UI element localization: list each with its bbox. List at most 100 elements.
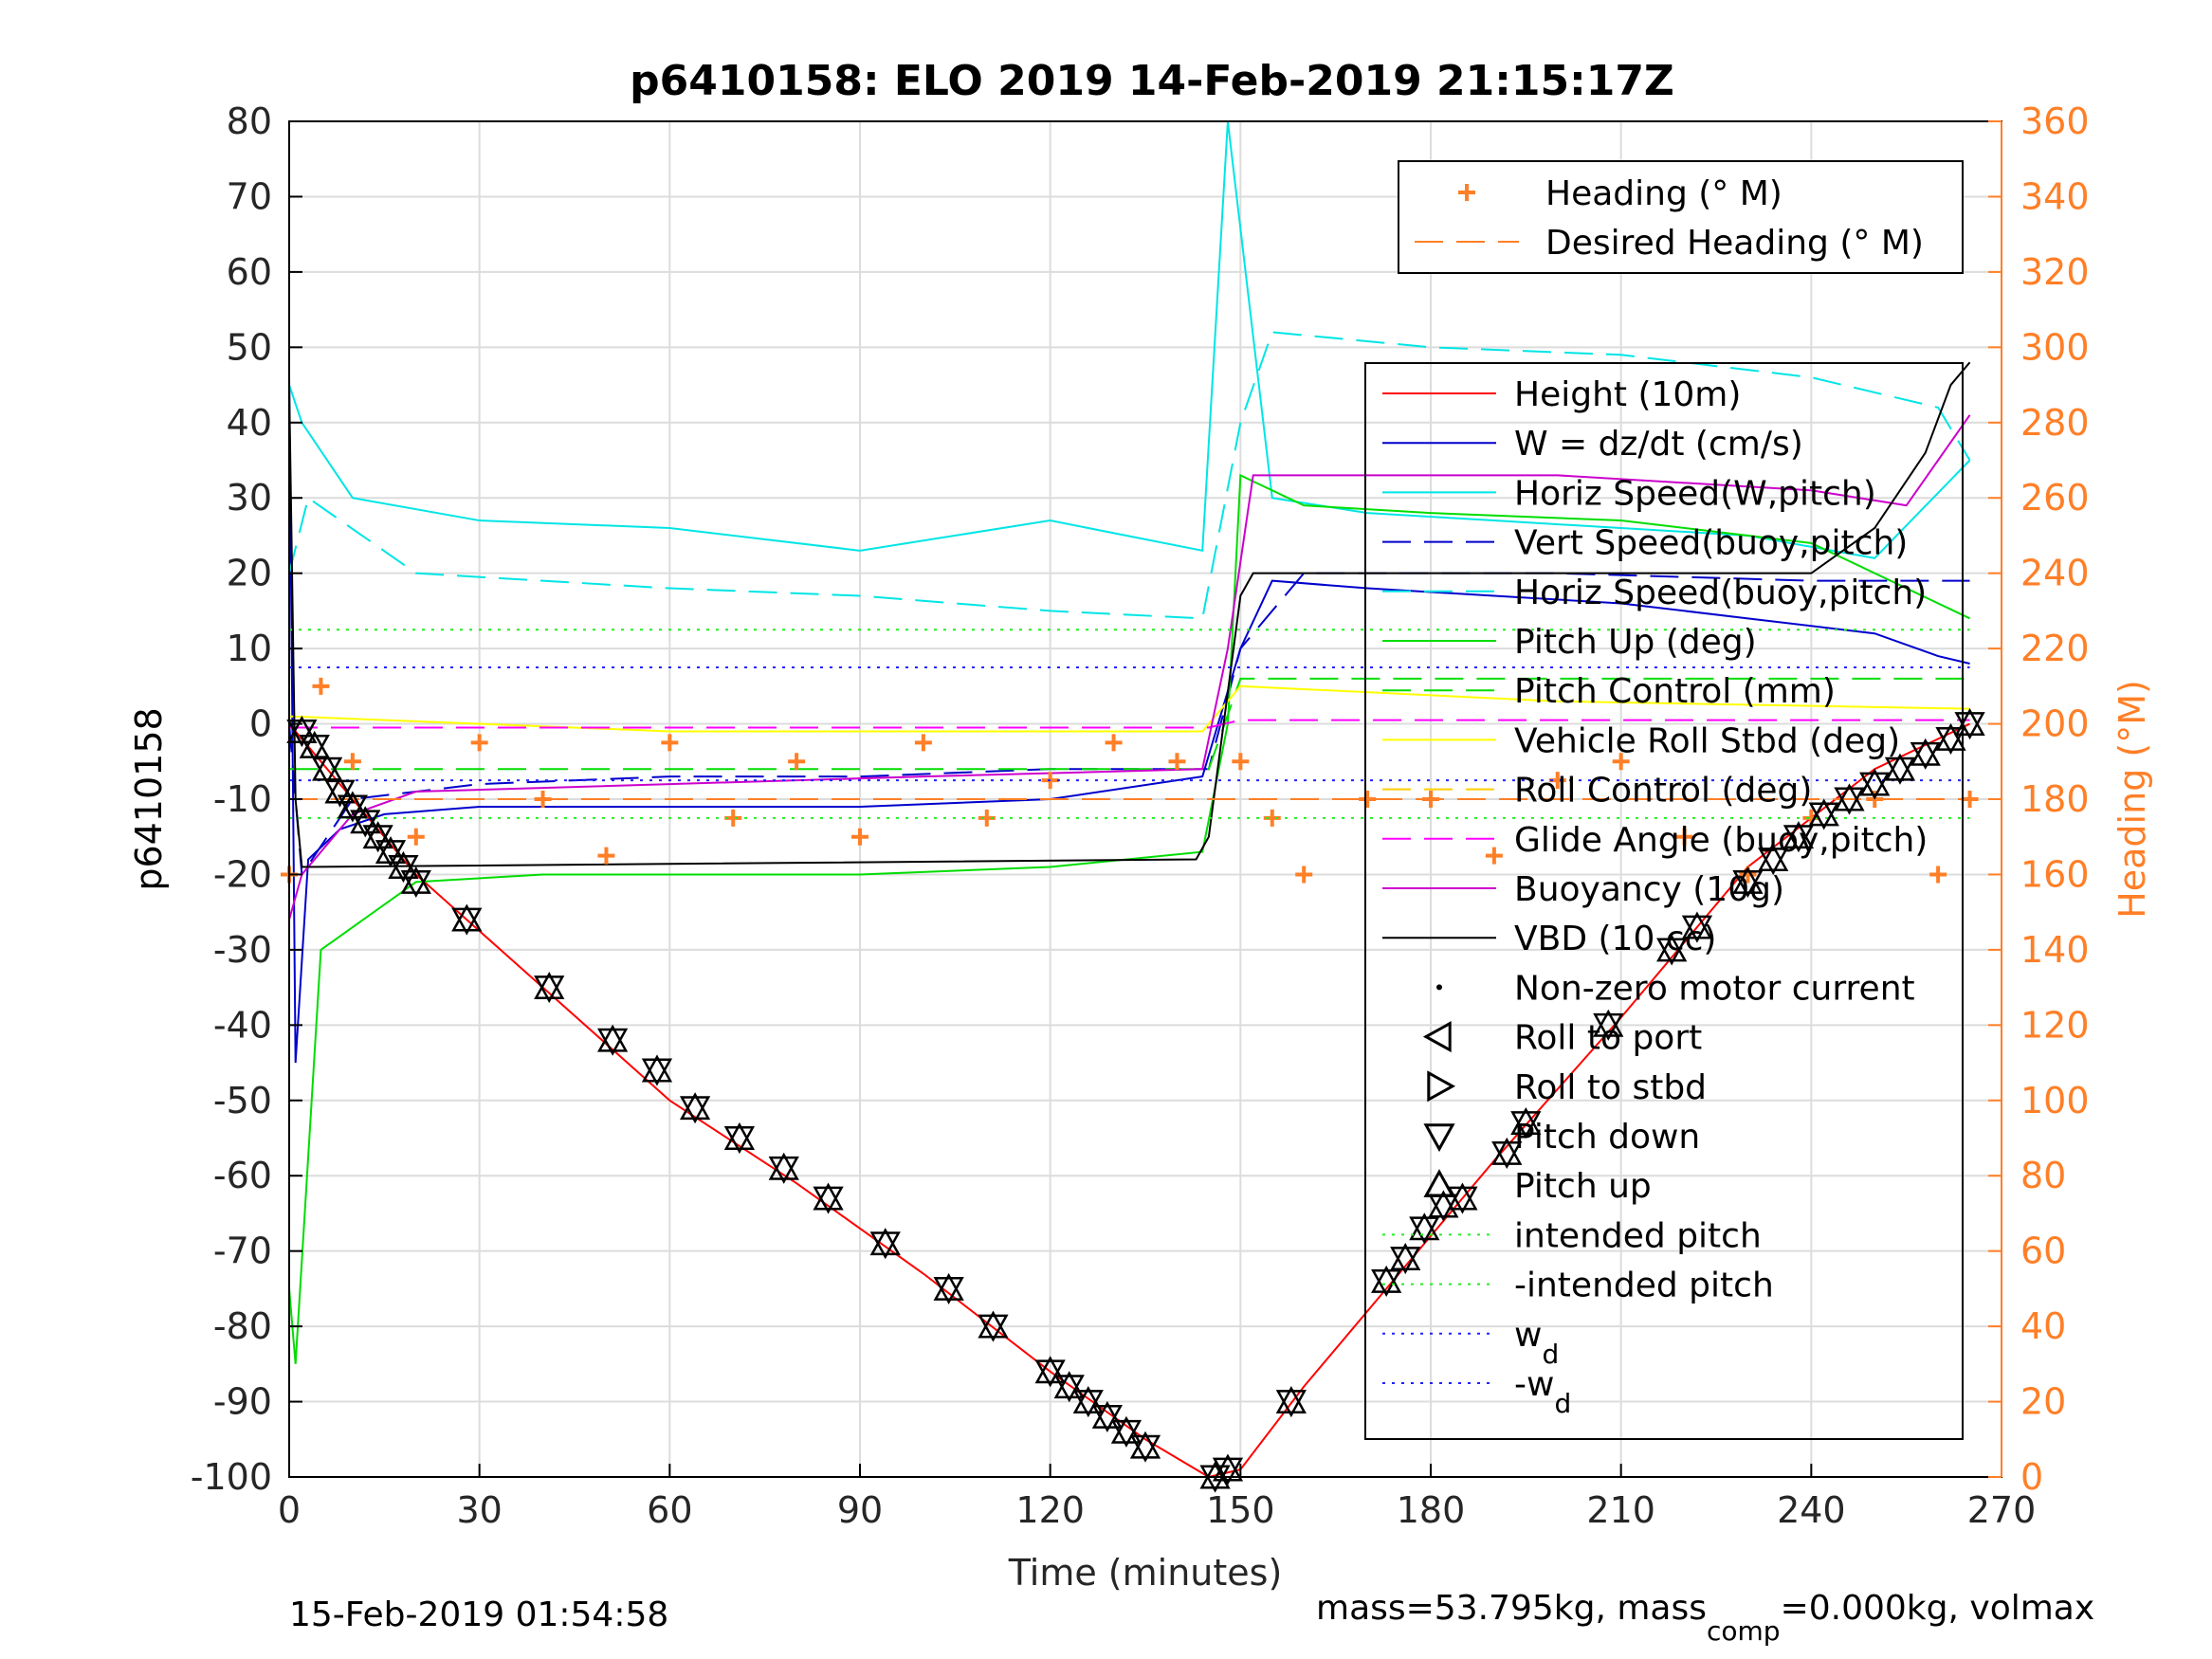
pitch-marker — [1371, 1265, 1402, 1293]
heading-point — [312, 677, 330, 695]
pitch-marker — [679, 1096, 711, 1124]
pitch-marker — [1129, 1434, 1161, 1463]
legend-label: Roll Control (deg) — [1514, 772, 1812, 811]
heading-point — [1295, 866, 1313, 884]
pitch-marker — [1199, 1465, 1231, 1493]
series-line — [289, 719, 1970, 729]
pitch-marker — [451, 903, 483, 932]
y-tick-label: 70 — [227, 175, 272, 217]
pitch-marker — [1275, 1385, 1307, 1414]
pitch-marker — [1212, 1457, 1244, 1486]
pitch-marker — [1409, 1216, 1440, 1245]
y-tick-label: -80 — [213, 1305, 272, 1347]
y2-tick-label: 60 — [2020, 1231, 2066, 1272]
pitch-marker — [375, 836, 407, 865]
pitch-marker — [978, 1314, 1009, 1342]
pitch-marker — [1491, 1140, 1523, 1169]
y-tick-label: 40 — [227, 402, 272, 444]
y-tick-label: -50 — [213, 1080, 272, 1121]
y-tick-label: -70 — [213, 1231, 272, 1272]
pitch-marker — [1447, 1186, 1478, 1214]
pitch-marker — [1447, 1182, 1478, 1211]
series-line — [288, 361, 1971, 868]
y-axis-label-left: p6410158 — [128, 707, 170, 890]
pitch-marker — [813, 1186, 844, 1214]
series-line — [288, 120, 1971, 559]
legend-label: Pitch Control (mm) — [1514, 672, 1836, 711]
legend-label: Glide Angle (buoy,pitch) — [1514, 821, 1928, 860]
y-tick-label: -10 — [213, 778, 272, 820]
heading-point — [470, 734, 488, 752]
pitch-marker — [1275, 1390, 1307, 1418]
legend-label: Pitch down — [1514, 1118, 1700, 1157]
legend-label: Pitch up — [1514, 1167, 1652, 1206]
pitch-marker — [1409, 1212, 1440, 1241]
pitch-marker — [1884, 753, 1916, 781]
heading-point — [343, 753, 361, 771]
legend-label: -wd — [1514, 1365, 1571, 1419]
pitch-marker — [534, 975, 565, 1004]
y-tick-label: 0 — [249, 703, 272, 745]
pitch-marker — [400, 866, 431, 894]
pitch-marker — [1053, 1375, 1085, 1403]
pitch-marker — [1910, 738, 1941, 766]
legend-label: Desired Heading (° M) — [1545, 224, 1924, 263]
legend-label: Horiz Speed(buoy,pitch) — [1514, 574, 1927, 612]
heading-point — [407, 828, 425, 846]
y2-tick-label: 40 — [2020, 1305, 2066, 1347]
pitch-marker — [400, 869, 431, 898]
x-tick-label: 270 — [1967, 1489, 2037, 1531]
pitch-marker — [1199, 1461, 1231, 1489]
heading-point — [1485, 847, 1503, 865]
footer-timestamp: 15-Feb-2019 01:54:58 — [289, 1595, 668, 1634]
y-tick-label: 50 — [227, 326, 272, 368]
pitch-marker — [1371, 1268, 1402, 1298]
pitch-marker — [534, 972, 565, 1000]
pitch-marker — [1681, 911, 1713, 939]
y-tick-label: -40 — [213, 1004, 272, 1046]
pitch-marker — [388, 850, 419, 879]
heading-point — [1675, 828, 1693, 846]
legend-label: intended pitch — [1514, 1216, 1762, 1255]
pitch-marker — [1034, 1356, 1066, 1384]
heading-point — [1612, 753, 1630, 771]
pitch-marker — [723, 1121, 756, 1150]
pitch-marker — [1935, 722, 1966, 751]
y-tick-label: 60 — [227, 251, 272, 293]
pitch-marker — [1656, 934, 1688, 962]
pitch-marker — [299, 734, 330, 762]
pitch-marker — [375, 840, 407, 868]
marker-layer — [286, 707, 1985, 1493]
legend-label: Non-zero motor current — [1514, 969, 1915, 1008]
pitch-marker — [933, 1276, 964, 1304]
pitch-marker — [1034, 1359, 1066, 1388]
legend-label: wd — [1514, 1316, 1559, 1370]
pitch-marker — [978, 1310, 1009, 1339]
pitch-marker — [1110, 1419, 1143, 1448]
pitch-marker — [1129, 1431, 1161, 1459]
pitch-marker — [869, 1228, 901, 1256]
heading-point — [788, 753, 806, 771]
series-line — [288, 331, 1971, 620]
y2-tick-label: 320 — [2020, 251, 2090, 293]
pitch-marker — [312, 757, 343, 785]
pitch-marker — [1072, 1390, 1104, 1418]
pitch-marker — [597, 1028, 629, 1056]
pitch-marker — [1510, 1107, 1542, 1136]
y2-tick-label: 120 — [2020, 1004, 2090, 1046]
y2-tick-label: 140 — [2020, 929, 2090, 971]
pitch-marker — [1428, 1190, 1459, 1218]
legend-swatch — [1423, 1169, 1455, 1197]
pitch-marker — [1053, 1371, 1085, 1399]
legend-label: -intended pitch — [1514, 1267, 1774, 1305]
pitch-marker — [350, 810, 381, 838]
legend-swatch — [1427, 1070, 1456, 1103]
pitch-marker — [1510, 1111, 1542, 1139]
pitch-marker — [679, 1092, 711, 1121]
y-tick-label: -30 — [213, 929, 272, 971]
y2-tick-label: 80 — [2020, 1155, 2066, 1196]
y2-tick-label: 260 — [2020, 477, 2090, 519]
pitch-marker — [362, 825, 393, 853]
y2-tick-label: 200 — [2020, 703, 2090, 745]
